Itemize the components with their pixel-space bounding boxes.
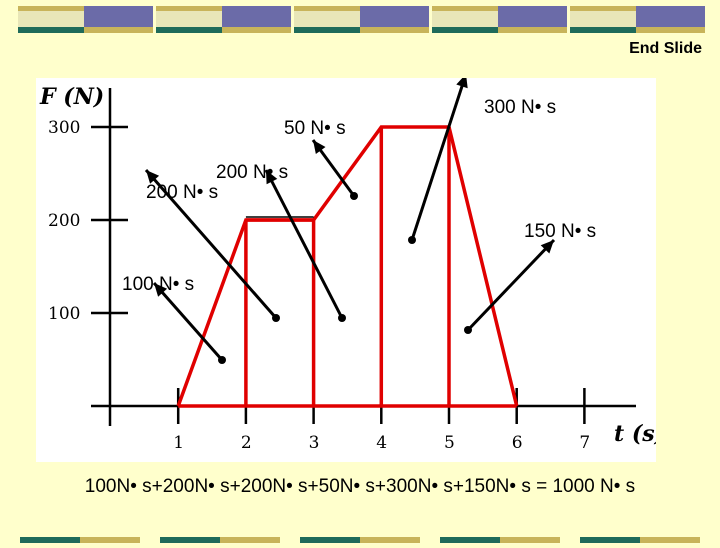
y-tick-label: 100 [48,304,80,324]
tab-decoration [294,6,429,33]
impulse-arrow-line [264,169,344,319]
impulse-arrow-dot [464,326,472,334]
impulse-region-label: 300 N• s [484,97,556,118]
decorative-bottom-band [0,530,720,543]
impulse-arrow-head [266,170,278,185]
x-tick-label: 6 [512,433,523,453]
impulse-arrow-dot [408,236,416,244]
impulse-region-label: 200 N• s [146,182,218,203]
impulse-region-label: 50 N• s [284,118,346,139]
impulse-region-label: 200 N• s [216,162,288,183]
x-axis-title: t (s) [614,421,656,447]
impulse-region-label: 150 N• s [524,221,596,242]
force-curve-outline [176,125,519,407]
y-tick-label: 300 [48,118,80,138]
impulse-arrow-line [144,169,278,319]
tab-decoration [432,6,567,33]
x-tick-label: 5 [444,433,455,453]
impulse-arrow-head [540,240,554,254]
impulse-arrow-head [456,74,468,89]
x-tick-label: 2 [241,433,252,453]
impulse-arrow-head [313,140,326,155]
chart-panel: 100 200 300 1 2 3 4 5 6 7 100 N• s 200 N• s 200 N• … [36,73,665,462]
impulse-arrow-dot [338,314,346,322]
impulse-region-label: 100 N• s [122,274,194,295]
end-slide-link[interactable]: End Slide [629,40,702,57]
y-axis-title: F (N) [39,84,104,110]
x-tick-label: 4 [376,433,387,453]
impulse-arrow-line [410,73,468,241]
impulse-arrow-line [466,238,556,332]
tab-decoration [18,6,153,33]
impulse-arrow-head [146,170,160,184]
impulse-arrow-dot [218,356,226,364]
x-tick-label: 3 [309,433,320,453]
impulse-arrow-head [154,283,168,297]
decorative-tab-strip [18,6,708,33]
y-tick-label: 200 [48,211,80,231]
x-tick-label: 1 [173,433,184,453]
impulse-sum-equation: 100N• s+200N• s+200N• s+50N• s+300N• s+1… [84,476,636,497]
x-tick-label: 7 [579,433,590,453]
tab-decoration [156,6,291,33]
tab-decoration [570,6,705,33]
impulse-arrow-line [152,282,224,361]
impulse-arrow-dot [272,314,280,322]
impulse-arrow-dot [350,192,358,200]
